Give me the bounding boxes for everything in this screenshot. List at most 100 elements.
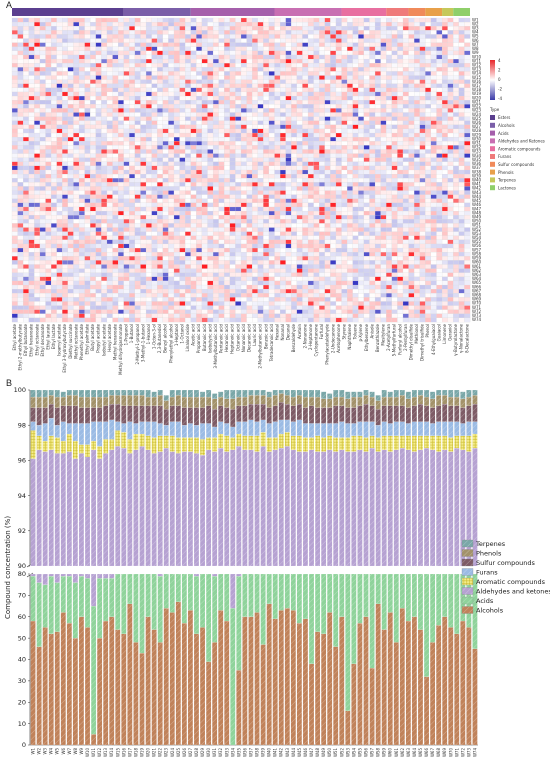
heatmap-cell (207, 79, 214, 84)
heatmap-cell (173, 58, 180, 64)
heatmap-cell (246, 50, 253, 56)
heatmap-cell (319, 198, 325, 204)
heatmap-cell (84, 116, 91, 121)
heatmap-cell (190, 256, 197, 261)
heatmap-cell (90, 83, 96, 89)
heatmap-cell (101, 38, 108, 43)
heatmap-cell (302, 223, 309, 228)
heatmap-cell (313, 17, 320, 23)
heatmap-cell (347, 243, 353, 249)
heatmap-cell (118, 227, 124, 232)
heatmap-cell (358, 104, 365, 109)
heatmap-cell (235, 83, 242, 89)
heatmap-cell (34, 174, 41, 179)
heatmap-cell (352, 215, 359, 220)
heatmap-cell (179, 206, 186, 212)
heatmap-cell (268, 17, 275, 23)
heatmap-cell (458, 128, 465, 134)
heatmap-cell (50, 34, 57, 39)
heatmap-cell (341, 30, 348, 35)
heatmap-cell (296, 141, 303, 146)
heatmap-cell (441, 252, 448, 257)
heatmap-cell (274, 219, 281, 224)
heatmap-cell (73, 169, 80, 175)
heatmap-cell (380, 153, 387, 158)
heatmap-cell (391, 58, 398, 64)
heatmap-cell (207, 231, 214, 236)
heatmap-cell (397, 42, 404, 47)
heatmap-cell (285, 186, 292, 191)
heatmap-cell (118, 104, 124, 109)
heatmap-cell (173, 190, 180, 195)
heatmap-cell (402, 30, 409, 35)
heatmap-cell (151, 128, 158, 134)
heatmap-cell (441, 149, 448, 154)
heatmap-cell (408, 149, 415, 154)
heatmap-cell (464, 108, 471, 113)
heatmap-cell (11, 34, 18, 39)
heatmap-cell (458, 252, 465, 257)
heatmap-cell (224, 71, 231, 76)
heatmap-cell (101, 227, 108, 232)
heatmap-cell (324, 141, 331, 146)
heatmap-cell (201, 100, 208, 105)
heatmap-cell (430, 153, 437, 158)
heatmap-cell (319, 26, 325, 31)
heatmap-cell (441, 22, 448, 27)
heatmap-cell (464, 149, 471, 154)
heatmap-cell (212, 124, 219, 130)
heatmap-cell (274, 75, 281, 80)
heatmap-cell (17, 67, 24, 72)
heatmap-cell (173, 87, 180, 93)
heatmap-cell (168, 112, 175, 117)
heatmap-cell (218, 26, 225, 31)
heatmap-cell (246, 235, 253, 241)
heatmap-cell (78, 54, 85, 60)
heatmap-cell (425, 75, 432, 80)
heatmap-cell (62, 58, 69, 64)
heatmap-cell (218, 91, 225, 97)
heatmap-cell (268, 260, 275, 265)
heatmap-cell (291, 231, 298, 236)
heatmap-cell (39, 137, 46, 142)
heatmap-cell (162, 219, 169, 224)
heatmap-cell (447, 174, 454, 179)
heatmap-cell (218, 264, 225, 269)
heatmap-cell (168, 149, 175, 154)
heatmap-cell (386, 108, 393, 113)
heatmap-cell (408, 91, 415, 97)
heatmap-cell (207, 243, 214, 249)
heatmap-cell (145, 190, 152, 195)
heatmap-cell (235, 71, 242, 76)
heatmap-cell (386, 54, 393, 60)
heatmap-cell (296, 108, 303, 113)
heatmap-cell (296, 112, 303, 117)
heatmap-cell (229, 71, 236, 76)
heatmap-cell (285, 58, 292, 64)
heatmap-cell (458, 137, 465, 142)
heatmap-cell (391, 50, 398, 56)
heatmap-cell (263, 79, 270, 84)
heatmap-cell (218, 239, 225, 245)
heatmap-cell (313, 256, 320, 261)
heatmap-cell (447, 182, 454, 187)
heatmap-cell (291, 223, 298, 228)
heatmap-cell (240, 26, 247, 31)
heatmap-cell (246, 194, 253, 199)
heatmap-cell (324, 58, 331, 64)
heatmap-cell (39, 231, 46, 236)
heatmap-cell (268, 95, 275, 101)
heatmap-cell (352, 247, 359, 253)
heatmap-cell (268, 132, 275, 138)
heatmap-cell (207, 132, 214, 138)
heatmap-cell (263, 100, 270, 105)
heatmap-cell (257, 210, 264, 216)
heatmap-cell (134, 42, 141, 47)
heatmap-cell (352, 79, 359, 84)
heatmap-cell (229, 186, 236, 191)
heatmap-cell (190, 87, 197, 93)
heatmap-cell (313, 26, 320, 31)
heatmap-cell (145, 137, 152, 142)
heatmap-cell (190, 116, 197, 121)
heatmap-cell (386, 219, 393, 224)
